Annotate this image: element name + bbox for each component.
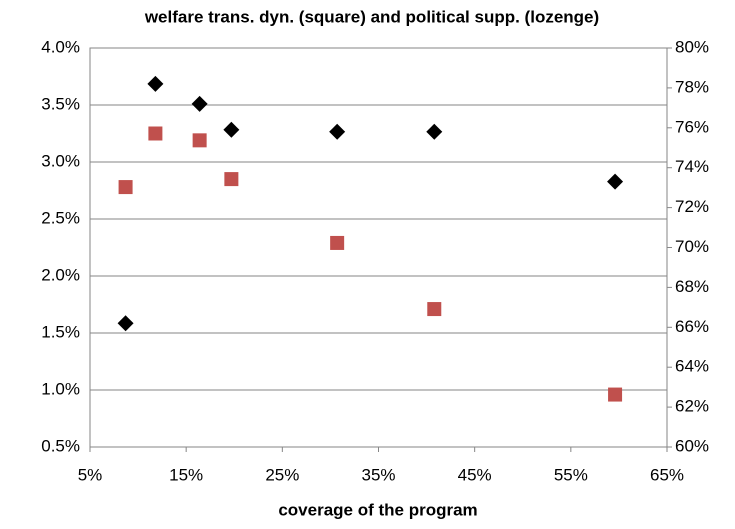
square-point bbox=[608, 387, 623, 402]
square-point bbox=[224, 172, 239, 187]
y-tick-label: 2.5% bbox=[41, 208, 80, 227]
y2-tick-label: 68% bbox=[675, 277, 709, 296]
y-tick-label: 3.0% bbox=[41, 151, 80, 170]
square-point bbox=[427, 302, 442, 317]
diamond-point bbox=[147, 75, 164, 92]
x-tick-label: 55% bbox=[554, 465, 588, 484]
x-tick-label: 35% bbox=[361, 465, 395, 484]
y2-tick-label: 72% bbox=[675, 197, 709, 216]
diamond-point bbox=[329, 123, 346, 140]
y2-tick-label: 64% bbox=[675, 357, 709, 376]
diamond-point bbox=[426, 123, 443, 140]
y2-tick-label: 70% bbox=[675, 237, 709, 256]
x-tick-label: 15% bbox=[169, 465, 203, 484]
diamond-point bbox=[191, 95, 208, 112]
y-tick-label: 4.0% bbox=[41, 37, 80, 56]
y2-tick-label: 78% bbox=[675, 77, 709, 96]
y-tick-label: 0.5% bbox=[41, 436, 80, 455]
diamond-point bbox=[607, 173, 624, 190]
x-axis-label: coverage of the program bbox=[278, 500, 477, 519]
square-point bbox=[192, 133, 207, 148]
chart-title: welfare trans. dyn. (square) and politic… bbox=[144, 7, 599, 26]
y2-tick-label: 74% bbox=[675, 157, 709, 176]
diamond-point bbox=[117, 315, 134, 332]
square-point bbox=[148, 126, 163, 141]
square-point bbox=[118, 180, 133, 195]
y-tick-label: 3.5% bbox=[41, 94, 80, 113]
x-tick-label: 5% bbox=[78, 465, 103, 484]
y-tick-label: 1.0% bbox=[41, 379, 80, 398]
y-tick-label: 1.5% bbox=[41, 322, 80, 341]
y2-tick-label: 60% bbox=[675, 436, 709, 455]
diamond-point bbox=[223, 121, 240, 138]
x-tick-label: 65% bbox=[650, 465, 684, 484]
y2-tick-label: 80% bbox=[675, 37, 709, 56]
x-tick-label: 25% bbox=[265, 465, 299, 484]
y2-tick-label: 76% bbox=[675, 117, 709, 136]
y-tick-label: 2.0% bbox=[41, 265, 80, 284]
y2-tick-label: 66% bbox=[675, 317, 709, 336]
x-tick-label: 45% bbox=[458, 465, 492, 484]
plot-area bbox=[89, 47, 668, 448]
y2-tick-label: 62% bbox=[675, 397, 709, 416]
square-point bbox=[330, 235, 345, 250]
